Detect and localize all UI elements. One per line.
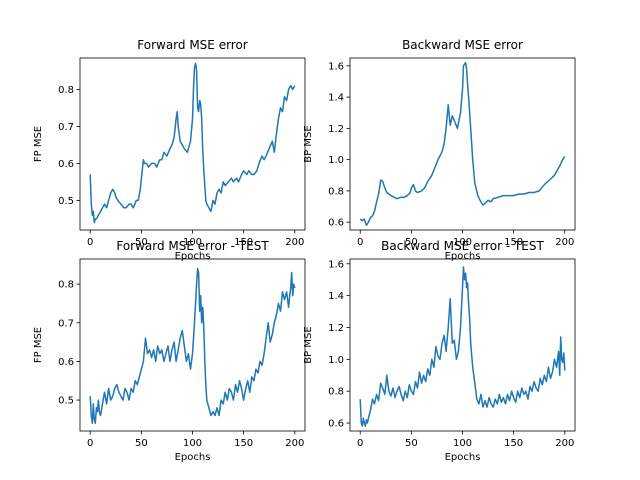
backward-train-ytick-label: 1.2 xyxy=(328,124,344,135)
forward-train-xlabel: Epochs xyxy=(175,251,211,262)
forward-train-panel: 0 50 100 150 200 0.5 0.6 0.7 0.8 Epochs FP MSE Forw… xyxy=(33,38,306,262)
forward-train-xtick-label: 50 xyxy=(135,237,148,248)
forward-train-ytick-label: 0.7 xyxy=(58,122,74,133)
backward-test-xtick-label: 0 xyxy=(357,438,363,449)
backward-train-ylabel: BP MSE xyxy=(303,125,314,162)
backward-test-series-line xyxy=(359,266,566,427)
backward-train-xtick-label: 50 xyxy=(405,237,418,248)
forward-test-xtick-label: 200 xyxy=(285,438,304,449)
backward-train-ytick-label: 0.8 xyxy=(328,186,344,197)
backward-test-xtick-label: 100 xyxy=(453,438,472,449)
backward-train-series-line xyxy=(359,61,566,227)
forward-test-ylabel: FP MSE xyxy=(33,327,44,363)
backward-test-title: Backward MSE error - TEST xyxy=(381,239,544,253)
forward-test-ytick-label: 0.7 xyxy=(58,318,74,329)
forward-test-xtick-label: 150 xyxy=(234,438,253,449)
forward-test-xlabel: Epochs xyxy=(175,452,211,463)
forward-train-ylabel: FP MSE xyxy=(33,126,44,162)
forward-test-xtick-label: 0 xyxy=(87,438,93,449)
forward-train-ytick-label: 0.8 xyxy=(58,85,74,96)
backward-train-xtick-label: 0 xyxy=(357,237,363,248)
backward-train-ytick-label: 1.4 xyxy=(328,93,344,104)
backward-test-panel: 0 50 100 150 200 0.6 0.8 1.0 1.2 1.4 1.6 Epochs BP M… xyxy=(303,239,576,463)
backward-test-xtick-label: 150 xyxy=(504,438,523,449)
subplot-grid: 0 50 100 150 200 0.5 0.6 0.7 0.8 Epochs FP MSE Forw… xyxy=(33,38,576,463)
backward-train-ytick-label: 1.0 xyxy=(328,155,344,166)
backward-test-ytick-label: 1.2 xyxy=(328,323,344,334)
forward-train-ytick-label: 0.5 xyxy=(58,196,74,207)
backward-test-ytick-label: 1.0 xyxy=(328,355,344,366)
forward-train-series-line xyxy=(89,62,296,224)
backward-test-ylabel: BP MSE xyxy=(303,326,314,363)
forward-test-ytick-label: 0.5 xyxy=(58,396,74,407)
forward-train-xtick-label: 100 xyxy=(183,237,202,248)
forward-train-xtick-label: 0 xyxy=(87,237,93,248)
forward-test-series-line xyxy=(89,267,296,425)
forward-test-xtick-label: 100 xyxy=(183,438,202,449)
backward-test-ytick-label: 0.6 xyxy=(328,419,344,430)
backward-test-ytick-label: 1.6 xyxy=(328,259,344,270)
backward-train-panel: 0 50 100 150 200 0.6 0.8 1.0 1.2 1.4 1.6 Epochs BP M… xyxy=(303,38,576,262)
backward-train-xtick-label: 150 xyxy=(504,237,523,248)
backward-train-title: Backward MSE error xyxy=(402,38,523,52)
forward-test-ytick-label: 0.8 xyxy=(58,280,74,291)
backward-train-xlabel: Epochs xyxy=(445,251,481,262)
backward-test-xlabel: Epochs xyxy=(445,452,481,463)
forward-train-xtick-label: 150 xyxy=(234,237,253,248)
forward-test-ytick-label: 0.6 xyxy=(58,357,74,368)
forward-test-xtick-label: 50 xyxy=(135,438,148,449)
backward-test-xtick-label: 50 xyxy=(405,438,418,449)
forward-test-title: Forward MSE error - TEST xyxy=(116,239,269,253)
backward-test-ytick-label: 0.8 xyxy=(328,387,344,398)
forward-train-xtick-label: 200 xyxy=(285,237,304,248)
backward-test-xtick-label: 200 xyxy=(555,438,574,449)
forward-train-title: Forward MSE error xyxy=(137,38,248,52)
backward-test-ytick-label: 1.4 xyxy=(328,291,344,302)
forward-test-panel: 0 50 100 150 200 0.5 0.6 0.7 0.8 Epochs FP MSE Forw… xyxy=(33,239,306,463)
backward-train-ytick-label: 1.6 xyxy=(328,61,344,72)
backward-train-ytick-label: 0.6 xyxy=(328,218,344,229)
backward-train-xtick-label: 200 xyxy=(555,237,574,248)
backward-train-xtick-label: 100 xyxy=(453,237,472,248)
forward-train-ytick-label: 0.6 xyxy=(58,159,74,170)
